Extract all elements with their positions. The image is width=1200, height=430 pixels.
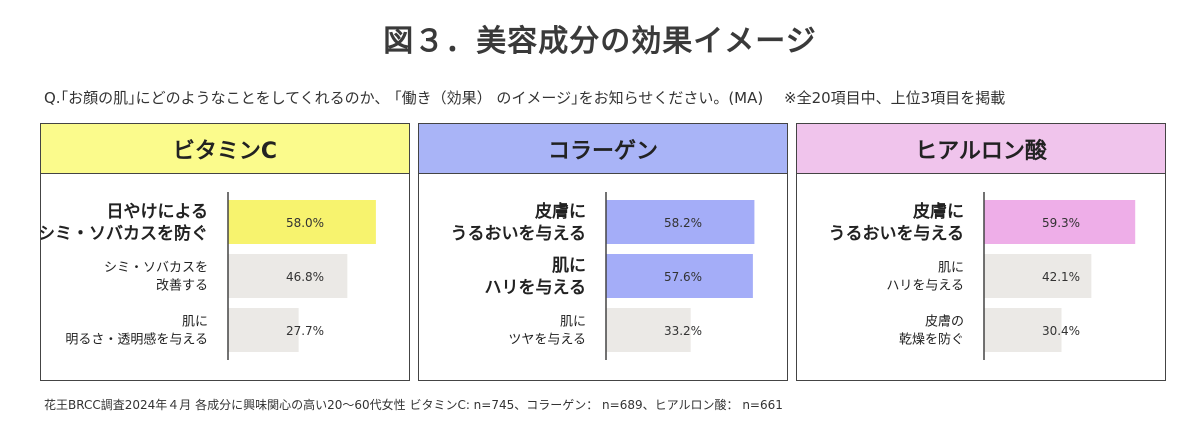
bar-value-label: 57.6% <box>664 270 702 284</box>
panel-vitamin-c: ビタミンC 58.0% 日やけによる シミ・ソバカスを防ぐ 46.8% シミ・ソバカスを… <box>40 123 410 381</box>
category-label: うるおいを与える <box>451 224 587 244</box>
footnote: 花王BRCC調査2024年４月 各成分に興味関心の高い20～60代女性 ビタミン… <box>44 398 783 412</box>
bar-value-label: 42.1% <box>1042 270 1080 284</box>
category-label: シミ・ソバカスを <box>104 261 208 276</box>
category-label: 日やけによる <box>107 202 209 222</box>
panel-collagen: コラーゲン 58.2% 皮膚に うるおいを与える 57.6% 肌に ハリを与える 33.2%… <box>418 123 788 381</box>
bar <box>984 308 1062 352</box>
items-note: ※全20項目中、上位3項目を掲載 <box>784 89 1006 107</box>
category-label: 皮膚に <box>535 201 586 222</box>
category-label: ハリを与える <box>886 279 964 294</box>
bar <box>228 308 299 352</box>
panel-hyaluronic-acid: ヒアルロン酸 59.3% 皮膚に うるおいを与える 42.1% 肌にハリを与える 30.4… <box>796 123 1166 381</box>
bar <box>606 200 755 244</box>
bar <box>228 200 376 244</box>
category-label: 皮膚に <box>913 201 964 222</box>
bar-value-label: 30.4% <box>1042 324 1080 338</box>
bar-value-label: 59.3% <box>1042 216 1080 230</box>
page-title: 図３．美容成分の効果イメージ <box>383 24 817 59</box>
panel-header: ヒアルロン酸 <box>797 124 1165 174</box>
bar-value-label: 58.0% <box>286 216 324 230</box>
bar-value-label: 33.2% <box>664 324 702 338</box>
survey-question: Q.｢お顔の肌｣にどのようなことをしてくれるのか、 ｢働き（効果） のイメージ｣… <box>44 89 764 107</box>
category-label: 肌に <box>182 315 208 330</box>
panel-header: コラーゲン <box>419 124 787 174</box>
bar <box>606 254 753 298</box>
bar-value-label: 27.7% <box>286 324 324 338</box>
category-label: シミ・ソバカスを防ぐ <box>41 223 208 244</box>
bar <box>606 308 691 352</box>
category-label: ハリを与える <box>485 278 587 298</box>
bar <box>984 200 1136 244</box>
category-label: 改善する <box>156 278 208 294</box>
category-label: 肌に <box>560 315 586 330</box>
category-label: 明るさ・透明感を与える <box>65 332 208 348</box>
category-label: 乾燥を防ぐ <box>899 332 964 348</box>
category-label: 皮膚の <box>925 314 964 330</box>
category-label: 肌に <box>938 261 964 276</box>
bar <box>228 254 348 298</box>
bar-value-label: 46.8% <box>286 270 324 284</box>
bar-value-label: 58.2% <box>664 216 702 230</box>
bar <box>984 254 1092 298</box>
category-label: 肌に <box>552 256 586 276</box>
category-label: うるおいを与える <box>829 224 965 244</box>
panel-header: ビタミンC <box>41 124 409 174</box>
category-label: ツヤを与える <box>508 333 586 348</box>
bar-chart-collagen: 58.2%皮膚にうるおいを与える57.6%肌にハリを与える33.2%肌にツヤを与… <box>451 192 755 360</box>
